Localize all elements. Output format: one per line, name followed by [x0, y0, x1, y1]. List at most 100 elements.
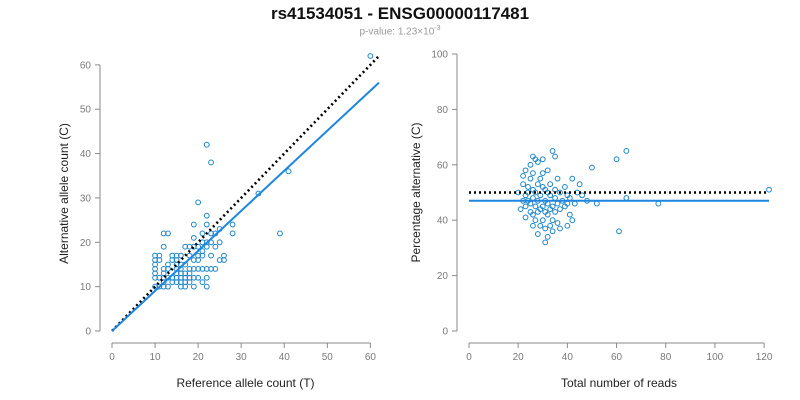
data-point	[178, 252, 184, 259]
data-point	[544, 167, 551, 174]
data-point	[203, 283, 210, 290]
data-point	[549, 228, 556, 235]
x-tick-label: 0	[109, 352, 115, 363]
data-point	[554, 175, 561, 182]
x-tick-label: 30	[236, 352, 248, 363]
y-tick-label: 40	[80, 149, 92, 160]
x-tick-label: 40	[279, 352, 291, 363]
y-tick-label: 20	[80, 238, 92, 249]
data-point	[552, 195, 558, 201]
y-axis-label: Alternative allele count (C)	[57, 123, 71, 264]
subtitle-exponent: -3	[434, 25, 441, 32]
data-point	[527, 161, 534, 168]
chart-subtitle: p-value: 1.23×10-3	[0, 25, 800, 37]
data-point	[525, 184, 531, 190]
data-point	[564, 222, 571, 229]
y-tick-label: 100	[431, 50, 448, 61]
data-point	[532, 203, 539, 210]
data-point	[576, 181, 583, 188]
data-point	[517, 206, 524, 213]
data-point	[208, 159, 214, 166]
data-point	[530, 222, 536, 229]
x-tick-label: 20	[193, 352, 205, 363]
chart-title: rs41534051 - ENSG00000117481	[270, 4, 530, 23]
data-point	[367, 53, 374, 59]
data-point	[571, 200, 578, 207]
data-point	[566, 211, 573, 218]
data-point	[190, 234, 197, 241]
data-point	[165, 261, 171, 268]
x-tick-label: 0	[466, 352, 472, 363]
x-tick-label: 20	[513, 352, 525, 363]
data-point	[539, 217, 546, 224]
y-tick-label: 40	[437, 216, 449, 227]
data-point	[539, 170, 546, 177]
data-point	[539, 156, 546, 163]
data-point	[549, 203, 556, 210]
data-point	[195, 199, 202, 206]
data-point	[216, 239, 223, 246]
data-point	[616, 228, 622, 235]
x-tick-label: 100	[707, 352, 724, 363]
y-tick-label: 0	[442, 327, 448, 338]
data-point	[593, 200, 600, 207]
data-point	[569, 217, 576, 224]
data-point	[530, 195, 536, 201]
data-point	[532, 217, 539, 224]
data-point	[569, 175, 576, 182]
x-tick-label: 120	[756, 352, 773, 363]
data-point	[542, 225, 549, 232]
data-point	[542, 239, 549, 246]
left-panel: 0 10 20 30 40 50 60 0 10 20 30 40 50 60 Reference alle…	[57, 53, 380, 390]
data-point	[520, 181, 526, 188]
fit-line	[111, 81, 380, 332]
data-point	[203, 212, 210, 219]
data-point	[229, 230, 236, 237]
data-point	[203, 221, 210, 228]
x-tick-label: 60	[365, 352, 377, 363]
data-point	[199, 279, 206, 286]
right-panel: 0 20 40 60 80 100 120 0 20 40 60 80 100 Total number …	[409, 50, 773, 391]
data-point	[212, 243, 219, 250]
data-point	[285, 168, 292, 175]
data-point	[156, 252, 163, 259]
data-point	[522, 203, 529, 210]
data-point	[549, 148, 556, 154]
data-point	[530, 211, 536, 218]
y-tick-label: 60	[80, 60, 92, 71]
data-point	[160, 243, 167, 250]
y-tick-label: 10	[80, 282, 92, 293]
y-tick-label: 80	[437, 105, 449, 116]
data-point	[522, 167, 529, 174]
y-tick-label: 0	[85, 327, 91, 338]
data-point	[554, 220, 561, 226]
data-point	[165, 283, 171, 290]
data-point	[532, 189, 539, 196]
data-point	[544, 233, 551, 240]
data-point	[229, 221, 236, 228]
subtitle-text: p-value: 1.23×10	[359, 26, 435, 38]
data-point	[623, 195, 630, 201]
y-axis-label: Percentage alternative (C)	[409, 122, 423, 262]
data-point	[552, 208, 558, 215]
data-point	[562, 184, 568, 190]
data-point	[552, 153, 558, 160]
data-point	[557, 206, 563, 213]
data-point	[539, 203, 546, 210]
data-point	[530, 170, 536, 177]
y-tick-label: 50	[80, 105, 92, 116]
x-tick-label: 40	[562, 352, 574, 363]
data-point	[557, 225, 563, 232]
data-point	[534, 159, 541, 165]
x-tick-label: 60	[611, 352, 623, 363]
data-point	[199, 248, 206, 255]
data-point	[766, 186, 772, 193]
data-point	[190, 221, 197, 228]
data-point	[537, 175, 544, 182]
data-point	[579, 192, 586, 199]
data-point	[203, 274, 210, 281]
data-point	[549, 217, 556, 224]
data-point	[221, 252, 227, 259]
data-point	[212, 266, 219, 272]
